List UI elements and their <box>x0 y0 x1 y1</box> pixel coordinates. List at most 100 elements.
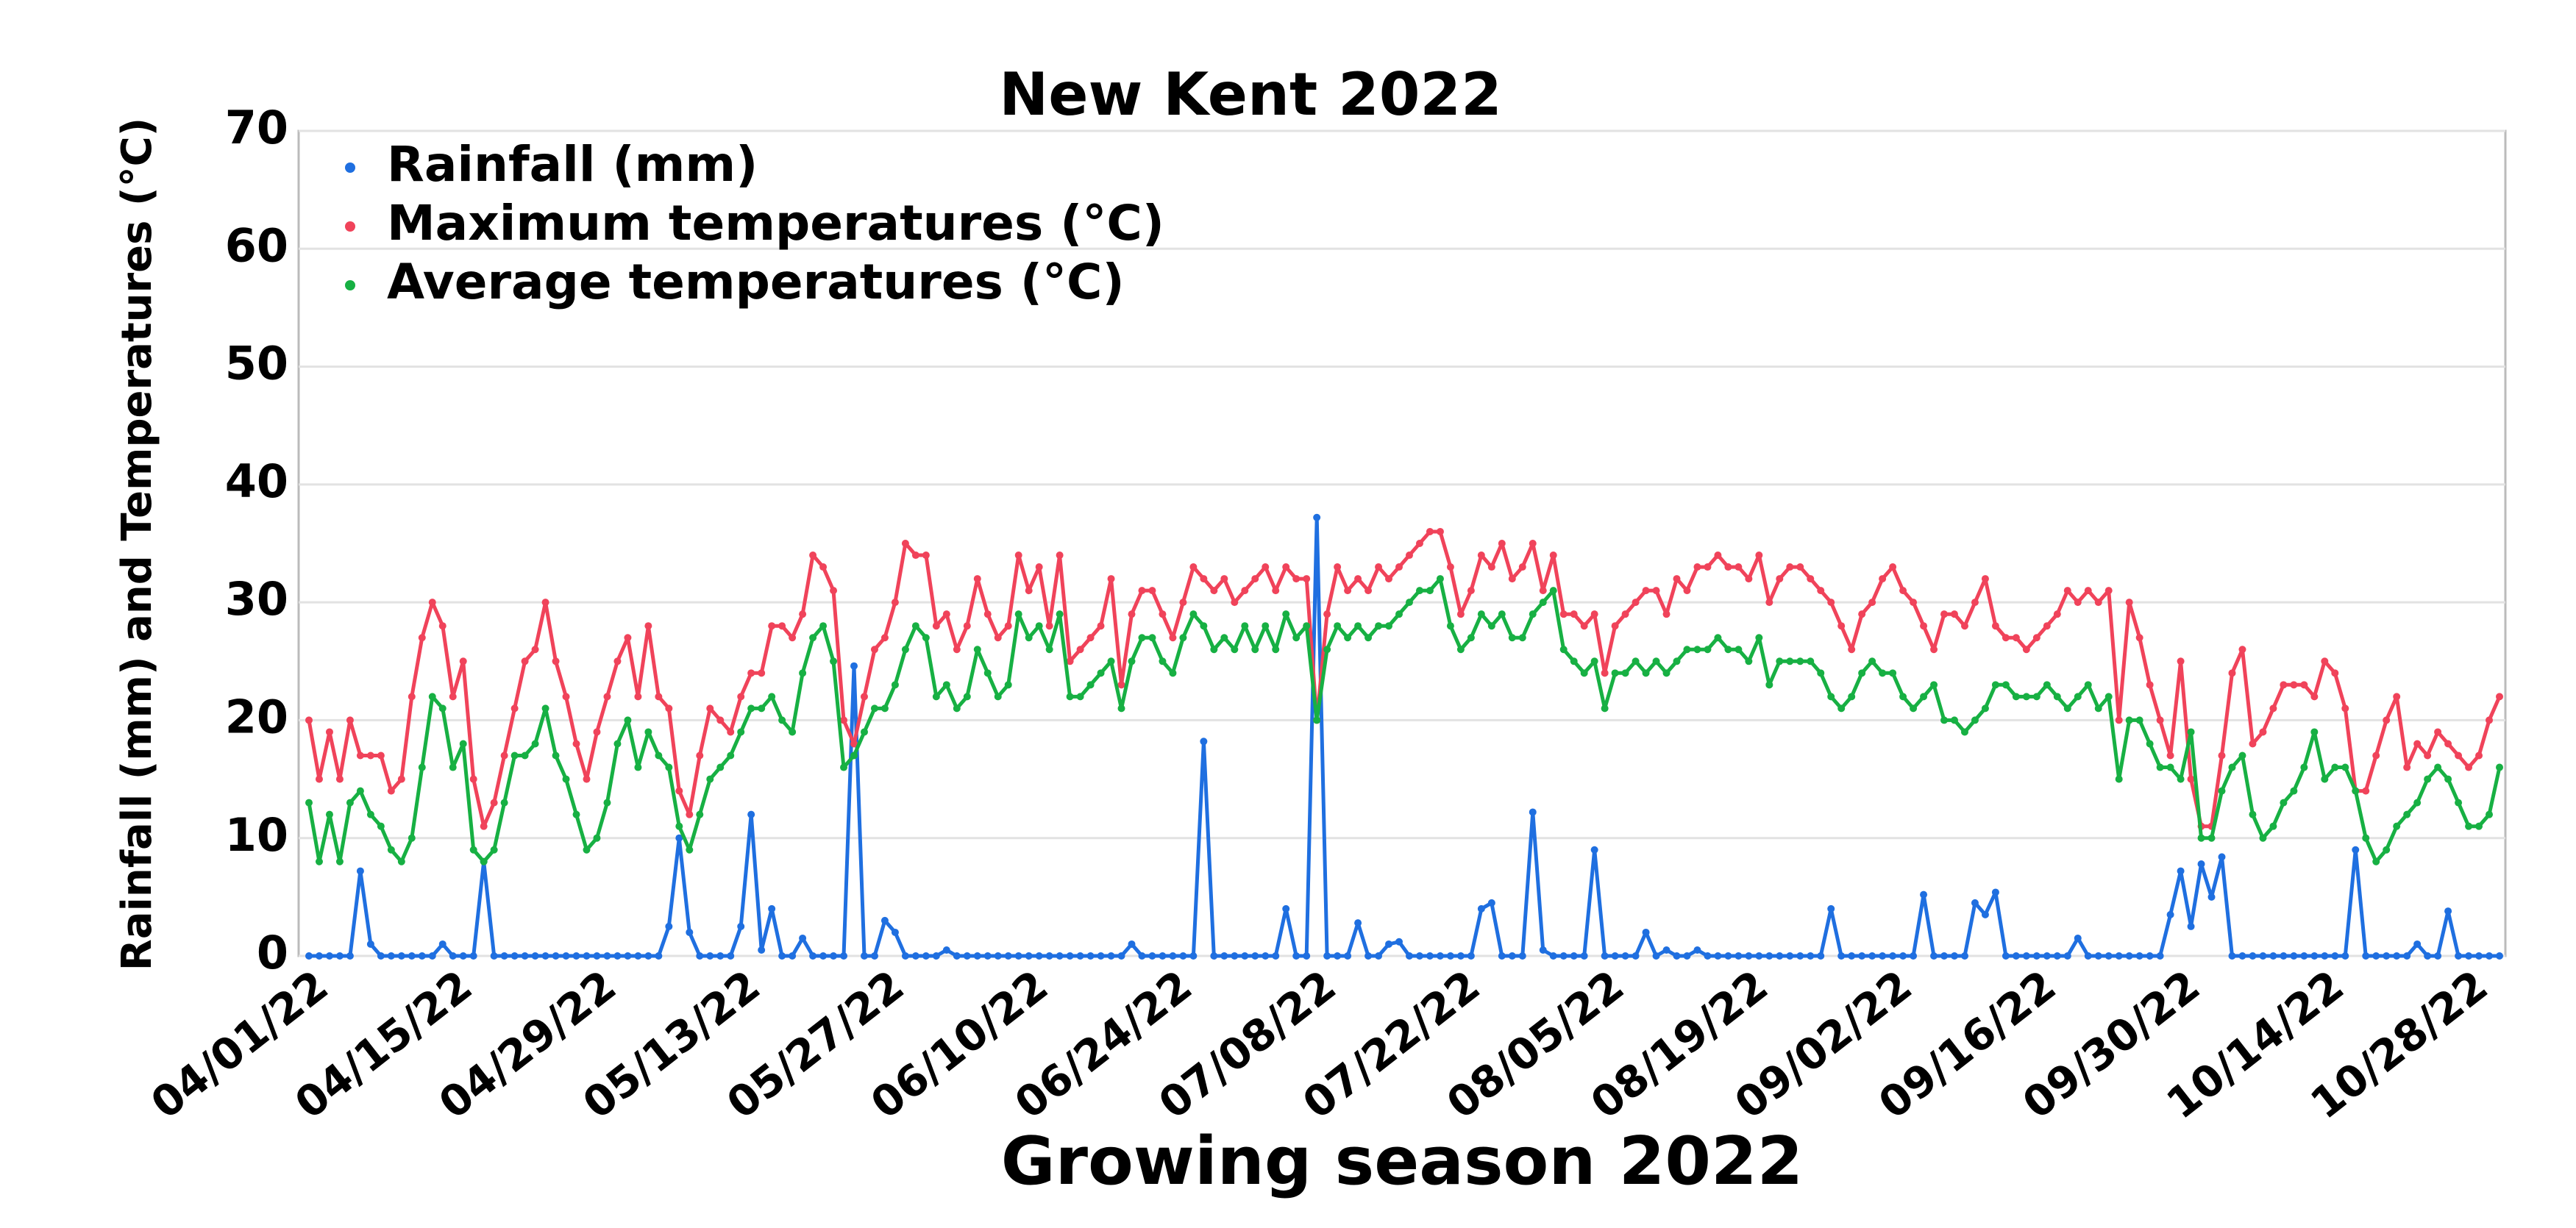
data-point <box>356 867 364 875</box>
data-point <box>1395 938 1403 946</box>
data-point <box>1765 952 1773 960</box>
data-point <box>1910 599 1918 607</box>
data-point <box>1529 808 1537 816</box>
legend-marker <box>345 280 355 290</box>
data-point <box>356 787 364 795</box>
data-point <box>397 775 405 783</box>
data-point <box>2104 952 2113 960</box>
data-point <box>2197 860 2205 868</box>
data-point <box>2022 952 2030 960</box>
data-point <box>1477 551 1485 560</box>
data-point <box>655 693 663 701</box>
data-point <box>1704 563 1712 571</box>
data-point <box>346 716 354 724</box>
data-point <box>1848 646 1856 654</box>
data-point <box>706 952 714 960</box>
data-point <box>1652 587 1660 595</box>
data-point <box>1446 952 1454 960</box>
data-point <box>2238 952 2246 960</box>
data-point <box>541 952 549 960</box>
data-point <box>2177 657 2185 665</box>
data-point <box>2331 669 2339 677</box>
data-point <box>1282 563 1290 571</box>
data-point <box>1313 513 1321 521</box>
data-point <box>2372 952 2380 960</box>
data-point <box>2012 634 2020 642</box>
data-point <box>1004 952 1012 960</box>
data-point <box>2496 693 2503 701</box>
data-point <box>1107 575 1115 583</box>
data-point <box>1590 610 1598 618</box>
data-point <box>1950 716 1958 724</box>
data-point <box>1652 657 1660 665</box>
data-point <box>1303 952 1311 960</box>
data-point <box>387 952 395 960</box>
data-point <box>438 704 446 713</box>
data-point <box>377 822 385 830</box>
data-point <box>1755 551 1763 560</box>
data-point <box>2280 952 2288 960</box>
data-point <box>2156 716 2164 724</box>
data-point <box>490 799 498 807</box>
data-point <box>799 610 807 618</box>
data-point <box>2300 952 2308 960</box>
data-point <box>1950 952 1958 960</box>
data-point <box>1498 952 1506 960</box>
data-point <box>2321 657 2329 665</box>
data-point <box>1385 622 1393 630</box>
data-point <box>2084 681 2092 689</box>
y-tick-label: 30 <box>225 572 288 626</box>
data-point <box>1200 575 1208 583</box>
data-point <box>1817 669 1825 677</box>
data-point <box>1611 669 1619 677</box>
data-point <box>880 704 889 713</box>
data-point <box>459 740 467 748</box>
data-point <box>1241 952 1249 960</box>
data-point <box>1827 904 1835 913</box>
data-point <box>2166 763 2174 771</box>
data-point <box>1405 551 1413 560</box>
data-point <box>973 952 981 960</box>
data-point <box>1960 622 1968 630</box>
data-point <box>1086 681 1095 689</box>
data-point <box>1334 563 1342 571</box>
data-point <box>377 752 385 760</box>
legend-marker <box>345 221 355 232</box>
data-point <box>2393 822 2401 830</box>
data-point <box>1487 899 1495 907</box>
data-point <box>572 740 580 748</box>
data-point <box>1642 669 1650 677</box>
data-point <box>510 952 519 960</box>
data-point <box>644 952 652 960</box>
data-point <box>809 634 817 642</box>
data-point <box>2074 599 2082 607</box>
data-point <box>1745 575 1753 583</box>
data-point <box>799 669 807 677</box>
data-point <box>2455 952 2463 960</box>
data-point <box>603 952 611 960</box>
data-point <box>2125 716 2133 724</box>
data-point <box>830 952 838 960</box>
data-point <box>758 669 766 677</box>
data-point <box>2166 910 2174 918</box>
data-point <box>1138 587 1146 595</box>
data-point <box>2321 775 2329 783</box>
data-point <box>2486 810 2494 818</box>
data-point <box>644 728 652 736</box>
data-point <box>490 846 498 854</box>
data-point <box>1189 563 1198 571</box>
data-point <box>346 952 354 960</box>
data-point <box>2259 834 2267 842</box>
data-point <box>1262 563 1270 571</box>
data-point <box>2125 599 2133 607</box>
data-point <box>2496 952 2503 960</box>
data-point <box>1169 634 1177 642</box>
data-point <box>2383 952 2391 960</box>
data-point <box>2146 681 2154 689</box>
data-point <box>387 787 395 795</box>
data-point <box>1262 952 1270 960</box>
data-point <box>2413 740 2422 748</box>
data-point <box>2187 728 2195 736</box>
data-point <box>1807 575 1815 583</box>
data-point <box>994 952 1002 960</box>
